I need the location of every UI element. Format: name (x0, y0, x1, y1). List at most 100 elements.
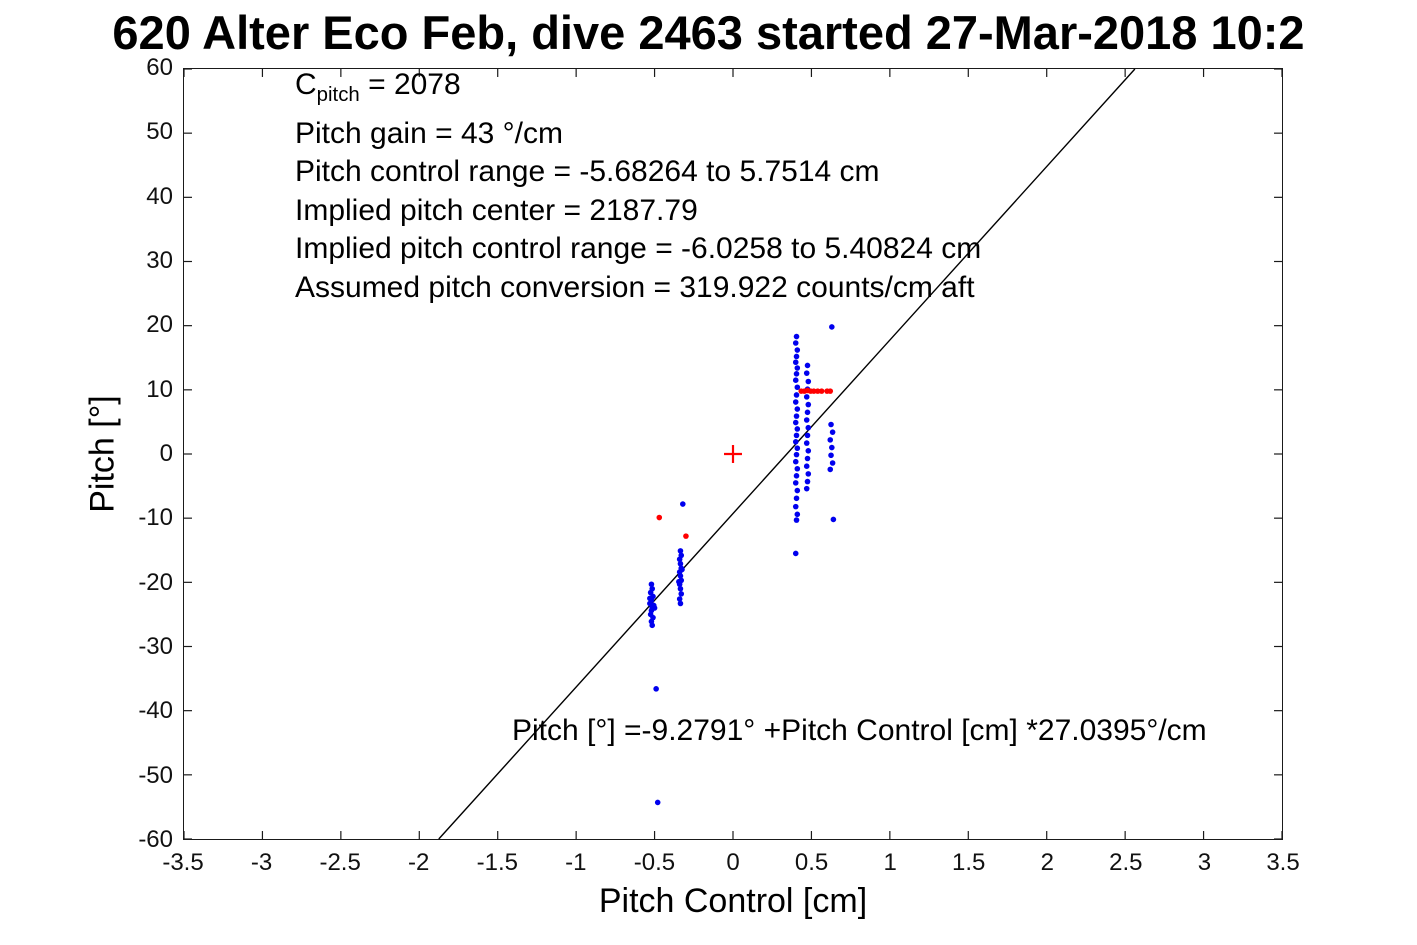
pitch-observations-point (794, 406, 801, 412)
pitch-observations-point (794, 465, 801, 472)
y-tick-label: 20 (146, 311, 173, 339)
pitch-observations-point (792, 550, 799, 557)
x-tick-label: -3.5 (162, 849, 204, 876)
pitch-observations-point (794, 511, 801, 518)
x-tick-label: 2 (1040, 849, 1054, 876)
pitch-observations-point (829, 324, 835, 330)
pitch-observations-point (647, 595, 653, 602)
x-tick-label: 0 (726, 849, 740, 876)
pitch-observations-point (676, 556, 683, 563)
pitch-observations-point (793, 413, 800, 419)
pitch-observations-point (649, 622, 656, 629)
pitch-observations-point (794, 384, 801, 391)
pitch-observations-point (792, 399, 799, 405)
chart-title: 620 Alter Eco Feb, dive 2463 started 27-… (112, 6, 1305, 59)
pitch-observations-point (828, 421, 834, 428)
y-tick-label: 60 (146, 54, 173, 81)
x-tick-label: 1.5 (952, 849, 986, 876)
pitch-observations-point (794, 426, 801, 432)
y-tick-label: -60 (138, 826, 173, 853)
pitch-observations-point (792, 439, 799, 445)
pitch-observations-point (680, 501, 686, 507)
pitch-observations-point (677, 573, 684, 579)
x-tick-label: 3.5 (1266, 849, 1300, 876)
pitch-observations-point (803, 485, 810, 492)
pitch-observations-point (653, 686, 659, 692)
x-tick-label: -2.5 (319, 849, 361, 876)
pitch-observations-point (676, 596, 683, 602)
y-tick-label: -30 (138, 633, 173, 660)
x-tick-label: -0.5 (633, 849, 676, 876)
pitch-observations-point (792, 359, 799, 366)
pitch-observations-point (794, 445, 801, 452)
x-tick-label: 2.5 (1109, 849, 1143, 876)
pitch-observations-point (794, 487, 801, 494)
annotation-implied-pitch-center: Implied pitch center = 2187.79 (295, 193, 698, 227)
plot-area (183, 68, 1283, 840)
pitch-observations-point (792, 340, 799, 346)
y-tick-label: -40 (138, 697, 173, 725)
pitch-observations-point (679, 566, 685, 573)
pitch-observations-point (792, 458, 799, 465)
fit-line (438, 68, 1136, 840)
pitch-observations-point (792, 377, 799, 384)
pitch-observations-point (803, 463, 810, 469)
pitch-observations-point (805, 401, 812, 408)
flagged-observations-point (810, 388, 817, 394)
cpitch-subscript: pitch (316, 84, 360, 106)
pitch-observations-point (793, 392, 800, 398)
x-tick-label: 0.5 (794, 849, 829, 876)
pitch-observations-point (793, 432, 800, 439)
y-tick-label: 50 (146, 118, 173, 146)
pitch-observations-point (829, 429, 836, 435)
pitch-observations-point (804, 409, 811, 416)
flagged-observations-point (683, 533, 689, 539)
pitch-observations-point (793, 451, 800, 458)
pitch-observations-point (804, 362, 811, 369)
pitch-observations-point (803, 417, 810, 423)
y-tick-label: 30 (146, 247, 173, 274)
pitch-observations-point (805, 424, 812, 431)
pitch-observations-point (804, 478, 811, 485)
pitch-observations-point (793, 517, 800, 523)
x-tick-label: -2 (408, 849, 430, 876)
pitch-observations-point (803, 394, 810, 400)
pitch-observations-point (677, 548, 684, 554)
y-tick-label: 0 (159, 440, 173, 467)
pitch-observations-point (803, 370, 810, 376)
flagged-observations-point (818, 388, 825, 394)
y-tick-label: 10 (146, 375, 173, 403)
pitch-observations-point (805, 378, 812, 385)
pitch-observations-point (648, 581, 655, 588)
annotation-implied-pitch-control-range: Implied pitch control range = -6.0258 to… (295, 232, 982, 265)
cpitch-symbol: C (295, 68, 317, 101)
pitch-observations-point (827, 437, 834, 443)
y-tick-label: -50 (138, 761, 173, 789)
pitch-observations-point (804, 432, 811, 439)
pitch-observations-point (805, 471, 812, 477)
pitch-observations-point (794, 365, 801, 371)
pitch-observations-point (805, 447, 812, 454)
pitch-observations-point (829, 444, 835, 451)
annotation-assumed-pitch-conversion: Assumed pitch conversion = 319.922 count… (295, 270, 975, 304)
plot-canvas (183, 68, 1283, 840)
y-tick-label: -10 (138, 504, 173, 532)
pitch-observations-point (792, 503, 799, 510)
x-axis-label: Pitch Control [cm] (598, 882, 868, 920)
pitch-observations-point (793, 370, 800, 377)
pitch-observations-point (793, 473, 800, 479)
pitch-observations-point (792, 480, 799, 486)
pitch-observations-point (803, 440, 810, 446)
pitch-observations-point (793, 333, 800, 340)
pitch-observations-point (677, 600, 684, 607)
pitch-observations-point (804, 455, 811, 462)
pitch-observations-point (650, 602, 657, 609)
pitch-observations-point (677, 560, 684, 567)
x-tick-label: 1 (883, 849, 897, 876)
pitch-observations-point (829, 460, 836, 466)
flagged-observations-point (827, 388, 834, 394)
pitch-observations-point (793, 495, 800, 502)
x-tick-label: -1.5 (476, 849, 518, 876)
x-tick-label: -1 (565, 849, 587, 876)
annotation-pitch-control-range: Pitch control range = -5.68264 to 5.7514… (295, 155, 880, 188)
